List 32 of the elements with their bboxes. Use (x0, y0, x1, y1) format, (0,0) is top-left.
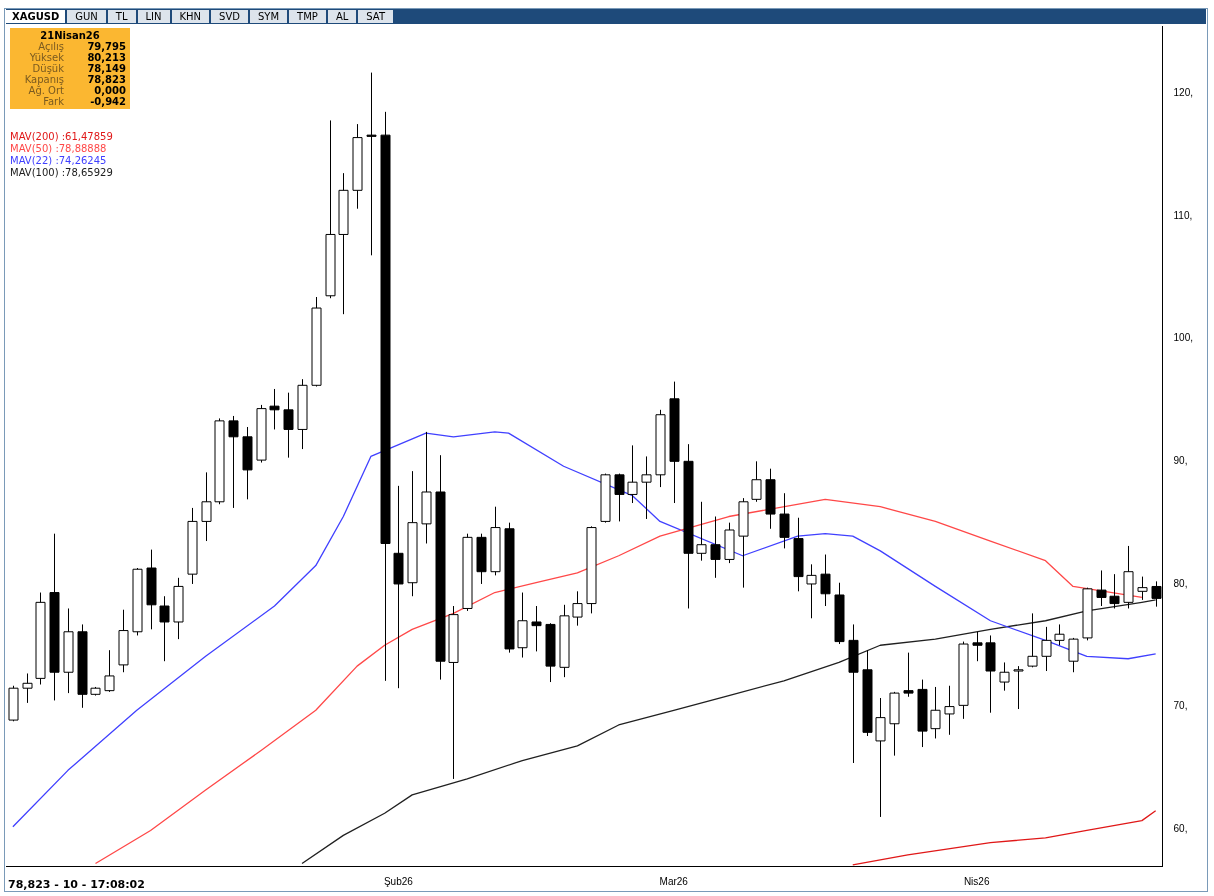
text: MAV(200) :61,47859 (10, 131, 113, 143)
text: GUN (67, 10, 106, 23)
text: SVD (211, 10, 248, 23)
x-tick-label: Şub26 (383, 875, 414, 887)
x-tick-label: Nis26 (963, 875, 990, 887)
text: SAT (358, 10, 394, 23)
text: LIN (137, 10, 170, 23)
y-tick-label: 110, (1173, 209, 1193, 221)
text: 78,823 - 10 - 17:08:02 (8, 878, 145, 891)
text: Düşük 78,149 (32, 63, 126, 74)
chart-title: XAGUSD (6, 10, 66, 23)
y-tick-label: 120, (1173, 87, 1194, 99)
text: KHN (171, 10, 210, 23)
text: MAV(22) :74,26245 (10, 155, 108, 167)
y-tick-label: 90, (1173, 455, 1188, 467)
text: MAV(50) :78,88888 (10, 143, 108, 155)
annotation: 21Nisan26 (39, 30, 101, 41)
x-tick-label: Mar26 (659, 875, 689, 887)
text: Yüksek 80,213 (29, 52, 126, 63)
y-tick-label: 60, (1173, 822, 1188, 834)
text: TL (107, 10, 136, 23)
text: Açılış 79,795 (38, 41, 126, 52)
text: AL (327, 10, 357, 23)
text: Kapanış 78,823 (24, 74, 126, 85)
text: Ağ. Ort 0,000 (28, 85, 126, 96)
y-tick-label: 70, (1173, 700, 1188, 712)
text: Fark -0,942 (43, 96, 126, 107)
text: MAV(100) :78,65929 (10, 167, 113, 179)
text: SYM (250, 10, 288, 23)
text: TMP (289, 10, 326, 23)
y-tick-label: 80, (1173, 577, 1188, 589)
y-tick-label: 100, (1173, 332, 1194, 344)
